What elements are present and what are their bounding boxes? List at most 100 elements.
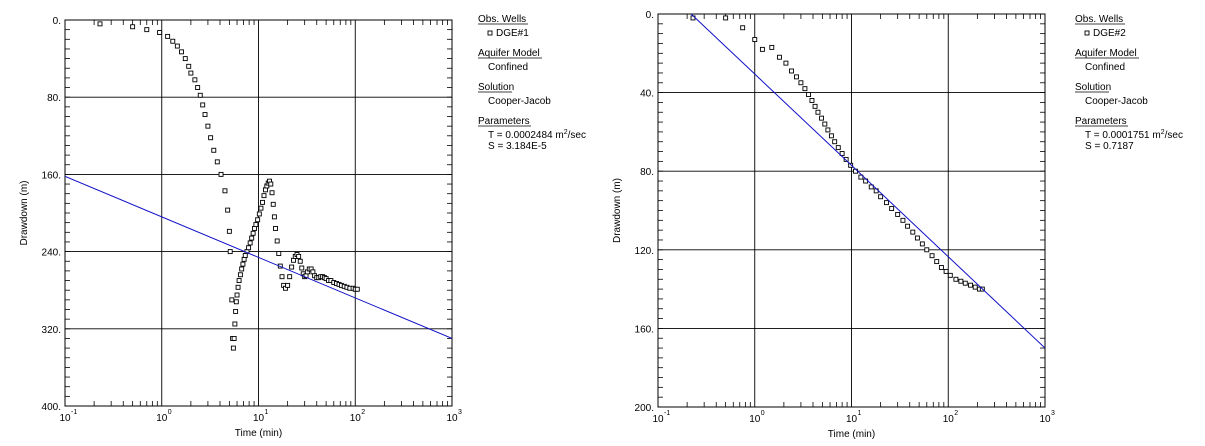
data-point bbox=[236, 278, 242, 283]
y-tick-label: 80. bbox=[640, 167, 654, 178]
data-point bbox=[953, 276, 959, 282]
x-tick-label: 10 bbox=[350, 413, 362, 424]
data-point bbox=[776, 54, 782, 60]
data-point bbox=[253, 222, 259, 228]
legend-S-value: S = 0.7187 bbox=[1085, 141, 1134, 152]
legend-aquifer-title: Aquifer Model bbox=[1075, 48, 1137, 59]
data-point bbox=[188, 70, 194, 76]
data-point bbox=[130, 24, 136, 30]
data-point bbox=[297, 258, 303, 264]
data-point bbox=[237, 272, 243, 278]
data-point bbox=[256, 211, 262, 217]
y-tick-label: 40. bbox=[640, 89, 654, 100]
data-point bbox=[809, 98, 815, 103]
data-point bbox=[227, 249, 233, 255]
data-point bbox=[828, 133, 834, 139]
x-tick-label: 10 bbox=[59, 413, 71, 424]
y-tick-label: 240. bbox=[42, 248, 61, 259]
legend-S-value: S = 3.184E-5 bbox=[488, 141, 547, 152]
data-point bbox=[914, 235, 920, 241]
data-point bbox=[279, 274, 285, 280]
data-point bbox=[263, 187, 268, 193]
data-point bbox=[233, 308, 239, 314]
data-point bbox=[789, 68, 794, 74]
data-point bbox=[202, 112, 208, 118]
y-axis-label: Drawdown (m) bbox=[612, 178, 623, 243]
x-tick-exponent: 3 bbox=[1051, 410, 1055, 417]
data-point bbox=[270, 201, 276, 207]
legend-T-exponent: 2 bbox=[1161, 129, 1165, 136]
x-axis-label: Time (min) bbox=[235, 428, 282, 439]
fit-line-cooper-jacob bbox=[65, 175, 452, 339]
data-point bbox=[186, 63, 192, 69]
legend-T-exponent: 2 bbox=[564, 129, 568, 136]
data-point bbox=[943, 268, 949, 274]
legend-aquifer-title: Aquifer Model bbox=[478, 48, 540, 59]
x-tick-exponent: 3 bbox=[458, 409, 462, 416]
data-point bbox=[794, 74, 799, 80]
data-point bbox=[211, 147, 217, 153]
x-tick-label: 10 bbox=[446, 413, 458, 424]
data-point bbox=[291, 257, 296, 263]
legend-parameters-title: Parameters bbox=[478, 116, 530, 127]
legend-well-name: DGE#2 bbox=[1093, 28, 1126, 39]
x-tick-exponent: 2 bbox=[361, 409, 365, 416]
legend-T-value: T = 0.0002484 m2/sec bbox=[488, 129, 586, 141]
data-point bbox=[241, 256, 247, 262]
data-point bbox=[962, 280, 968, 286]
data-point bbox=[232, 321, 238, 327]
data-point bbox=[273, 225, 278, 231]
data-point bbox=[848, 162, 854, 168]
legend-aquifer-value: Confined bbox=[488, 62, 528, 73]
data-area bbox=[690, 14, 1045, 349]
data-point bbox=[240, 261, 246, 267]
data-point bbox=[246, 245, 252, 251]
data-point bbox=[938, 265, 944, 270]
data-point bbox=[225, 207, 231, 213]
data-point bbox=[740, 25, 746, 31]
x-tick-exponent: 0 bbox=[168, 409, 172, 416]
data-point bbox=[144, 27, 150, 33]
data-point bbox=[972, 284, 978, 290]
data-point bbox=[195, 85, 201, 91]
legend-T-prefix: T = 0.0001751 m bbox=[1085, 130, 1161, 141]
data-point bbox=[226, 228, 232, 234]
legend-marker-square bbox=[487, 30, 493, 36]
data-point bbox=[895, 211, 901, 217]
data-point bbox=[825, 127, 831, 133]
x-tick-exponent: -1 bbox=[664, 410, 670, 417]
y-tick-label: 200. bbox=[635, 403, 654, 414]
data-point bbox=[843, 156, 849, 162]
legend-T-value: T = 0.0001751 m2/sec bbox=[1085, 129, 1183, 141]
data-point bbox=[222, 188, 228, 194]
data-point bbox=[258, 205, 264, 211]
x-tick-label: 10 bbox=[156, 413, 168, 424]
data-point bbox=[835, 145, 841, 151]
data-point bbox=[208, 135, 214, 141]
data-point bbox=[819, 115, 824, 121]
data-point bbox=[958, 278, 964, 284]
data-point bbox=[197, 92, 203, 98]
data-point bbox=[230, 345, 236, 351]
data-point bbox=[839, 151, 845, 156]
data-point bbox=[858, 174, 864, 180]
y-tick-label: 0. bbox=[646, 10, 654, 21]
x-tick-exponent: 0 bbox=[761, 410, 765, 417]
data-point bbox=[723, 15, 729, 21]
data-point bbox=[934, 259, 940, 265]
x-tick-exponent: 1 bbox=[858, 410, 862, 417]
data-point bbox=[260, 199, 265, 205]
legend-solution-value: Cooper-Jacob bbox=[488, 96, 551, 107]
data-point bbox=[783, 60, 789, 66]
data-point bbox=[252, 225, 257, 231]
data-point bbox=[947, 272, 953, 278]
data-point bbox=[261, 193, 267, 199]
data-point bbox=[271, 214, 277, 220]
data-point bbox=[182, 56, 188, 62]
data-point bbox=[274, 238, 280, 244]
data-point bbox=[822, 121, 828, 127]
legend-solution-title: Solution bbox=[478, 82, 514, 93]
data-point bbox=[929, 253, 935, 259]
data-point bbox=[769, 44, 775, 50]
data-point bbox=[910, 229, 916, 235]
